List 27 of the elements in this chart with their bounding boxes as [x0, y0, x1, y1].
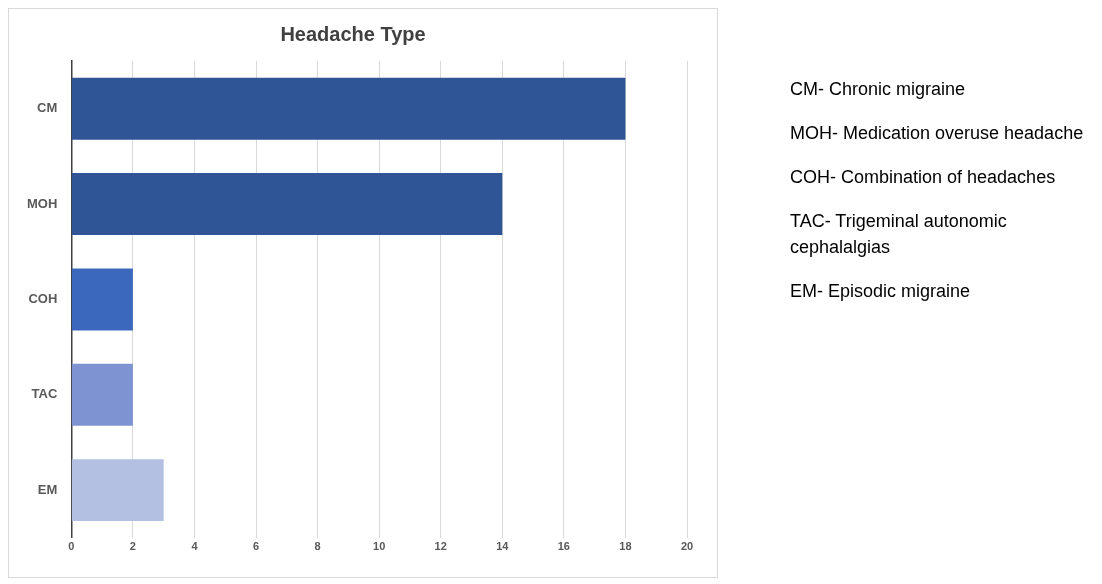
chart-title: Headache Type — [280, 22, 426, 45]
x-tick-label: 12 — [434, 540, 447, 553]
bar — [71, 459, 164, 522]
text: TAC- Trigeminal autonomic cephalalgias — [790, 210, 1008, 259]
y-tick-label: MOH — [26, 195, 58, 211]
x-tick-label: 10 — [373, 540, 386, 553]
bar — [71, 173, 503, 236]
y-tick-label: CM — [37, 100, 58, 116]
text: CM- Chronic migraine — [790, 78, 967, 101]
x-tick-label: 18 — [619, 540, 632, 553]
x-tick-label: 20 — [680, 540, 694, 553]
x-tick-label: 4 — [191, 540, 199, 553]
x-tick-label: 2 — [129, 540, 136, 553]
bar — [71, 268, 133, 331]
y-tick-label: COH — [28, 290, 58, 306]
x-tick-label: 6 — [252, 540, 260, 553]
bar — [71, 77, 626, 140]
y-tick-label: TAC — [31, 386, 58, 402]
y-tick-label: EM — [37, 481, 58, 497]
text: MOH- Medication overuse headache — [790, 122, 1085, 145]
x-tick-label: 0 — [68, 540, 75, 553]
x-tick-label: 8 — [314, 540, 321, 553]
text: COH- Combination of headaches — [790, 166, 1057, 189]
x-tick-label: 16 — [557, 540, 570, 553]
x-tick-label: 14 — [496, 540, 510, 553]
text: EM- Episodic migraine — [790, 280, 972, 303]
bar — [71, 363, 133, 426]
